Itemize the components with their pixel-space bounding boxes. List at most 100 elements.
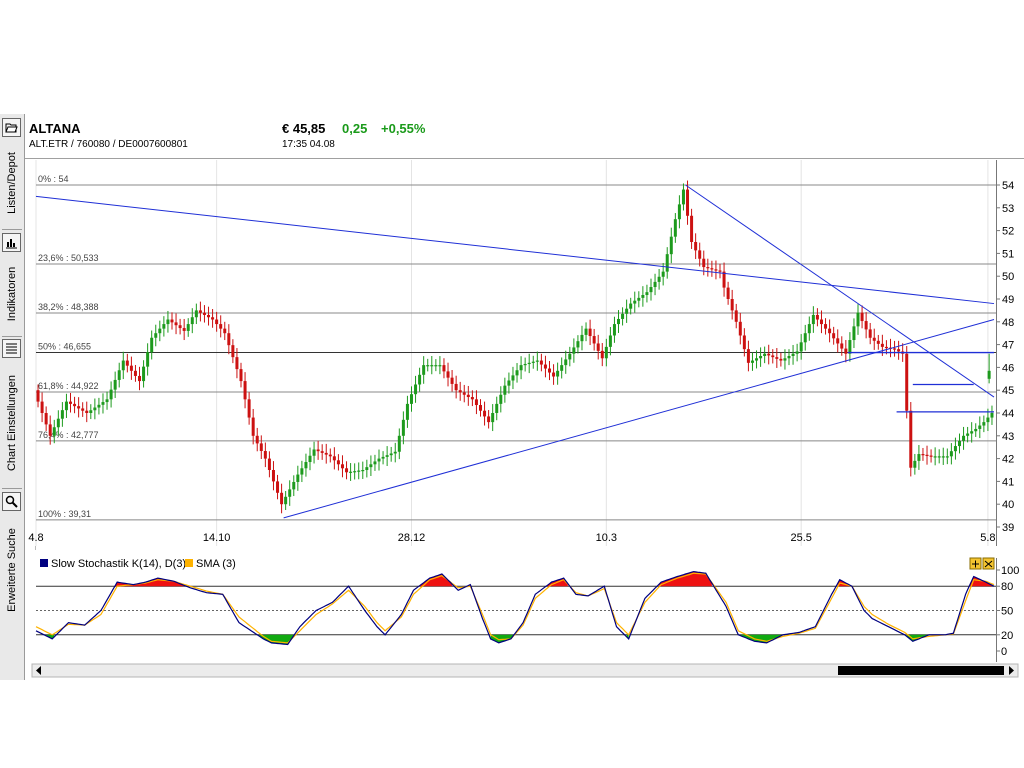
x-tick-label: 4.8	[28, 532, 43, 544]
candle-body	[158, 328, 162, 334]
candle-body	[811, 314, 815, 325]
candle-body	[182, 328, 186, 331]
candle-body	[105, 399, 109, 403]
candle-body	[560, 365, 564, 371]
candle-body	[641, 295, 645, 298]
candle-body	[596, 343, 600, 351]
list-settings-icon[interactable]	[2, 339, 21, 358]
overbought-fill	[969, 576, 992, 587]
legend-swatch	[40, 559, 48, 567]
candle-body	[255, 435, 259, 444]
candle-body	[836, 338, 840, 344]
candle-body	[913, 460, 917, 468]
y-tick-label: 41	[1002, 476, 1014, 488]
candle-body	[438, 365, 442, 367]
candle-body	[174, 322, 178, 326]
candle-body	[44, 413, 48, 425]
candle-body	[109, 389, 113, 400]
indicator-chart-icon[interactable]	[2, 233, 21, 252]
candle-body	[324, 452, 328, 455]
indicator-y-tick-label: 50	[1001, 606, 1013, 618]
scrollbar-thumb[interactable]	[838, 666, 1004, 675]
last-price: € 45,85	[282, 121, 326, 136]
candle-body	[576, 341, 580, 348]
y-tick-label: 45	[1002, 385, 1014, 397]
candle-body	[300, 468, 304, 475]
candle-body	[308, 455, 312, 463]
y-tick-label: 39	[1002, 522, 1014, 534]
candle-body	[677, 204, 681, 220]
candle-body	[876, 340, 880, 344]
candle-body	[523, 363, 527, 366]
candle-body	[223, 328, 227, 334]
candle-body	[945, 456, 949, 458]
y-tick-label: 51	[1002, 248, 1014, 260]
candle-body	[36, 390, 40, 402]
candle-body	[162, 324, 166, 329]
candle-body	[799, 342, 803, 352]
candle-body	[909, 410, 913, 468]
scroll-left-icon[interactable]	[36, 666, 41, 675]
candle-body	[710, 268, 714, 270]
candle-body	[312, 449, 316, 456]
candle-body	[592, 336, 596, 344]
y-tick-label: 40	[1002, 499, 1014, 511]
candle-body	[251, 417, 255, 436]
candle-body	[548, 368, 552, 373]
candle-body	[588, 328, 592, 337]
candle-body	[243, 381, 247, 400]
candle-body	[121, 360, 125, 371]
candle-body	[726, 287, 730, 299]
candle-body	[288, 489, 292, 497]
candle-body	[280, 492, 284, 505]
candle-body	[795, 351, 799, 354]
horizontal-scrollbar[interactable]	[31, 663, 1019, 678]
candle-body	[499, 394, 503, 404]
fibonacci-label: 100% : 39,31	[38, 509, 91, 519]
scroll-right-icon[interactable]	[1009, 666, 1014, 675]
x-tick-label: 28.12	[398, 532, 426, 544]
candle-body	[239, 369, 243, 382]
y-tick-label: 42	[1002, 454, 1014, 466]
fibonacci-label: 50% : 46,655	[38, 341, 91, 351]
candle-body	[259, 443, 263, 451]
fibonacci-label: 23,6% : 50,533	[38, 253, 99, 263]
candle-body	[763, 353, 767, 356]
indicator-close-icon[interactable]	[982, 557, 995, 570]
candle-body	[771, 355, 775, 358]
candle-body	[85, 410, 89, 413]
indicator-y-tick-label: 0	[1001, 646, 1007, 658]
candle-body	[474, 399, 478, 406]
candle-body	[840, 343, 844, 349]
candle-body	[612, 324, 616, 336]
candle-body	[986, 417, 990, 423]
candle-body	[138, 375, 142, 382]
candle-body	[381, 456, 385, 459]
candle-body	[819, 319, 823, 325]
sidebar: Listen/Depot Indikatoren Chart Einstellu…	[0, 114, 25, 680]
candle-body	[483, 410, 487, 417]
legend-label: SMA (3)	[196, 558, 236, 570]
candle-body	[133, 370, 137, 376]
candle-body	[848, 340, 852, 354]
candle-body	[649, 287, 653, 293]
sidebar-divider	[2, 229, 22, 230]
indicator-settings-icon[interactable]	[969, 557, 982, 570]
indicator-y-tick-label: 20	[1001, 630, 1013, 642]
candle-body	[791, 353, 795, 356]
candle-body	[714, 269, 718, 271]
x-tick-label: 5.8	[980, 532, 995, 544]
candle-body	[211, 317, 215, 320]
candle-body	[933, 456, 937, 458]
magnifier-icon[interactable]	[2, 492, 21, 511]
price-change-percent: +0,55%	[381, 121, 426, 136]
candle-body	[722, 271, 726, 288]
candle-body	[828, 328, 832, 334]
candle-body	[101, 402, 105, 405]
folder-open-icon[interactable]	[2, 118, 21, 137]
candle-body	[503, 385, 507, 395]
candle-body	[767, 353, 771, 356]
candle-body	[405, 403, 409, 420]
candle-body	[580, 334, 584, 342]
